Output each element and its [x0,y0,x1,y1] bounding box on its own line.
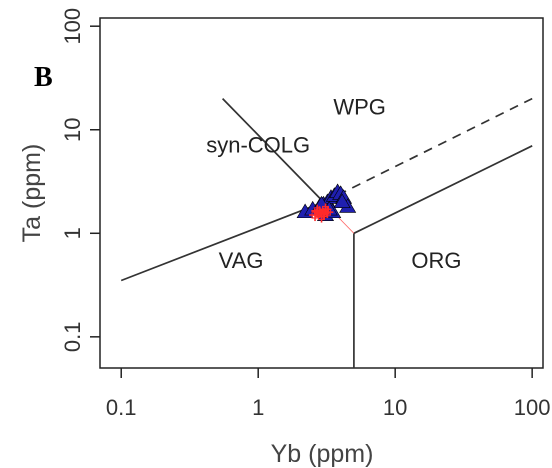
data-points [296,183,357,223]
y-tick-label-3: 100 [60,8,85,45]
cross-point-box [323,208,331,216]
region-label-vag: VAG [219,248,264,273]
region-label-syn-colg: syn-COLG [206,133,310,158]
boundary-line-3 [353,145,533,235]
panel-letter: B [34,62,53,93]
cross-point [321,206,334,219]
boundary-line-1 [120,201,324,282]
field-boundaries [120,97,533,368]
x-tick-label-3: 100 [514,395,551,420]
y-tick-label-0: 0.1 [60,322,85,353]
plot-frame [99,17,544,369]
boundary-line-0 [221,98,325,203]
y-tick-label-2: 10 [60,118,85,142]
cross-point [311,204,324,217]
region-labels: WPG syn-COLG VAG ORG [206,95,461,274]
cross-point-box [313,207,321,215]
axes: 0.1 1 10 100 0.1 1 10 100 [60,8,551,420]
region-label-org: ORG [411,248,461,273]
region-label-wpg: WPG [333,95,386,120]
cross-point-box [318,213,326,221]
y-axis-title: Ta (ppm) [18,144,46,243]
boundary-line-2 [323,97,533,203]
x-axis-title: Yb (ppm) [271,440,374,468]
y-tick-label-1: 1 [60,227,85,239]
triangle-point [333,193,351,209]
x-tick-label-2: 10 [383,395,407,420]
x-tick-label-1: 1 [252,395,264,420]
x-tick-label-0: 0.1 [106,395,137,420]
